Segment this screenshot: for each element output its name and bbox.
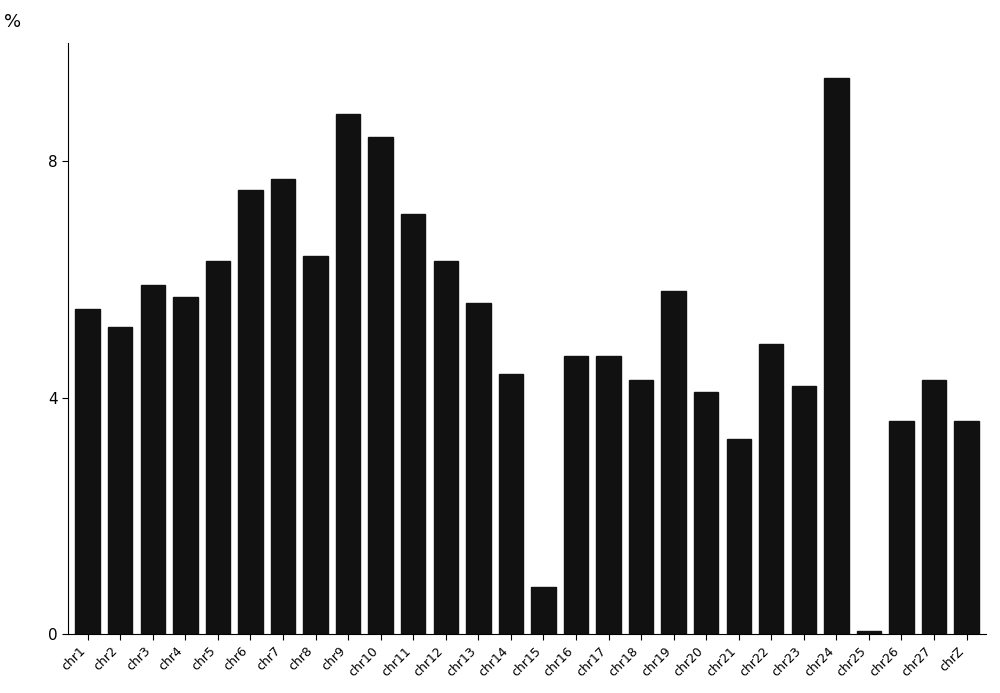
Bar [857, 631, 881, 634]
Bar [401, 214, 425, 634]
Bar [531, 587, 556, 634]
Bar [108, 326, 132, 634]
Bar [629, 380, 653, 634]
Bar [661, 291, 686, 634]
Bar [792, 386, 816, 634]
Bar [368, 137, 393, 634]
Bar [694, 392, 718, 634]
Bar [759, 344, 783, 634]
Bar [499, 374, 523, 634]
Bar [141, 285, 165, 634]
Bar [466, 303, 491, 634]
Bar [824, 78, 849, 634]
Bar [564, 356, 588, 634]
Bar [303, 256, 328, 634]
Bar [596, 356, 621, 634]
Text: %: % [4, 12, 21, 30]
Bar [238, 191, 263, 634]
Bar [75, 309, 100, 634]
Bar [336, 114, 360, 634]
Bar [206, 261, 230, 634]
Bar [173, 297, 198, 634]
Bar [727, 439, 751, 634]
Bar [954, 421, 979, 634]
Bar [922, 380, 946, 634]
Bar [889, 421, 914, 634]
Bar [271, 179, 295, 634]
Bar [434, 261, 458, 634]
